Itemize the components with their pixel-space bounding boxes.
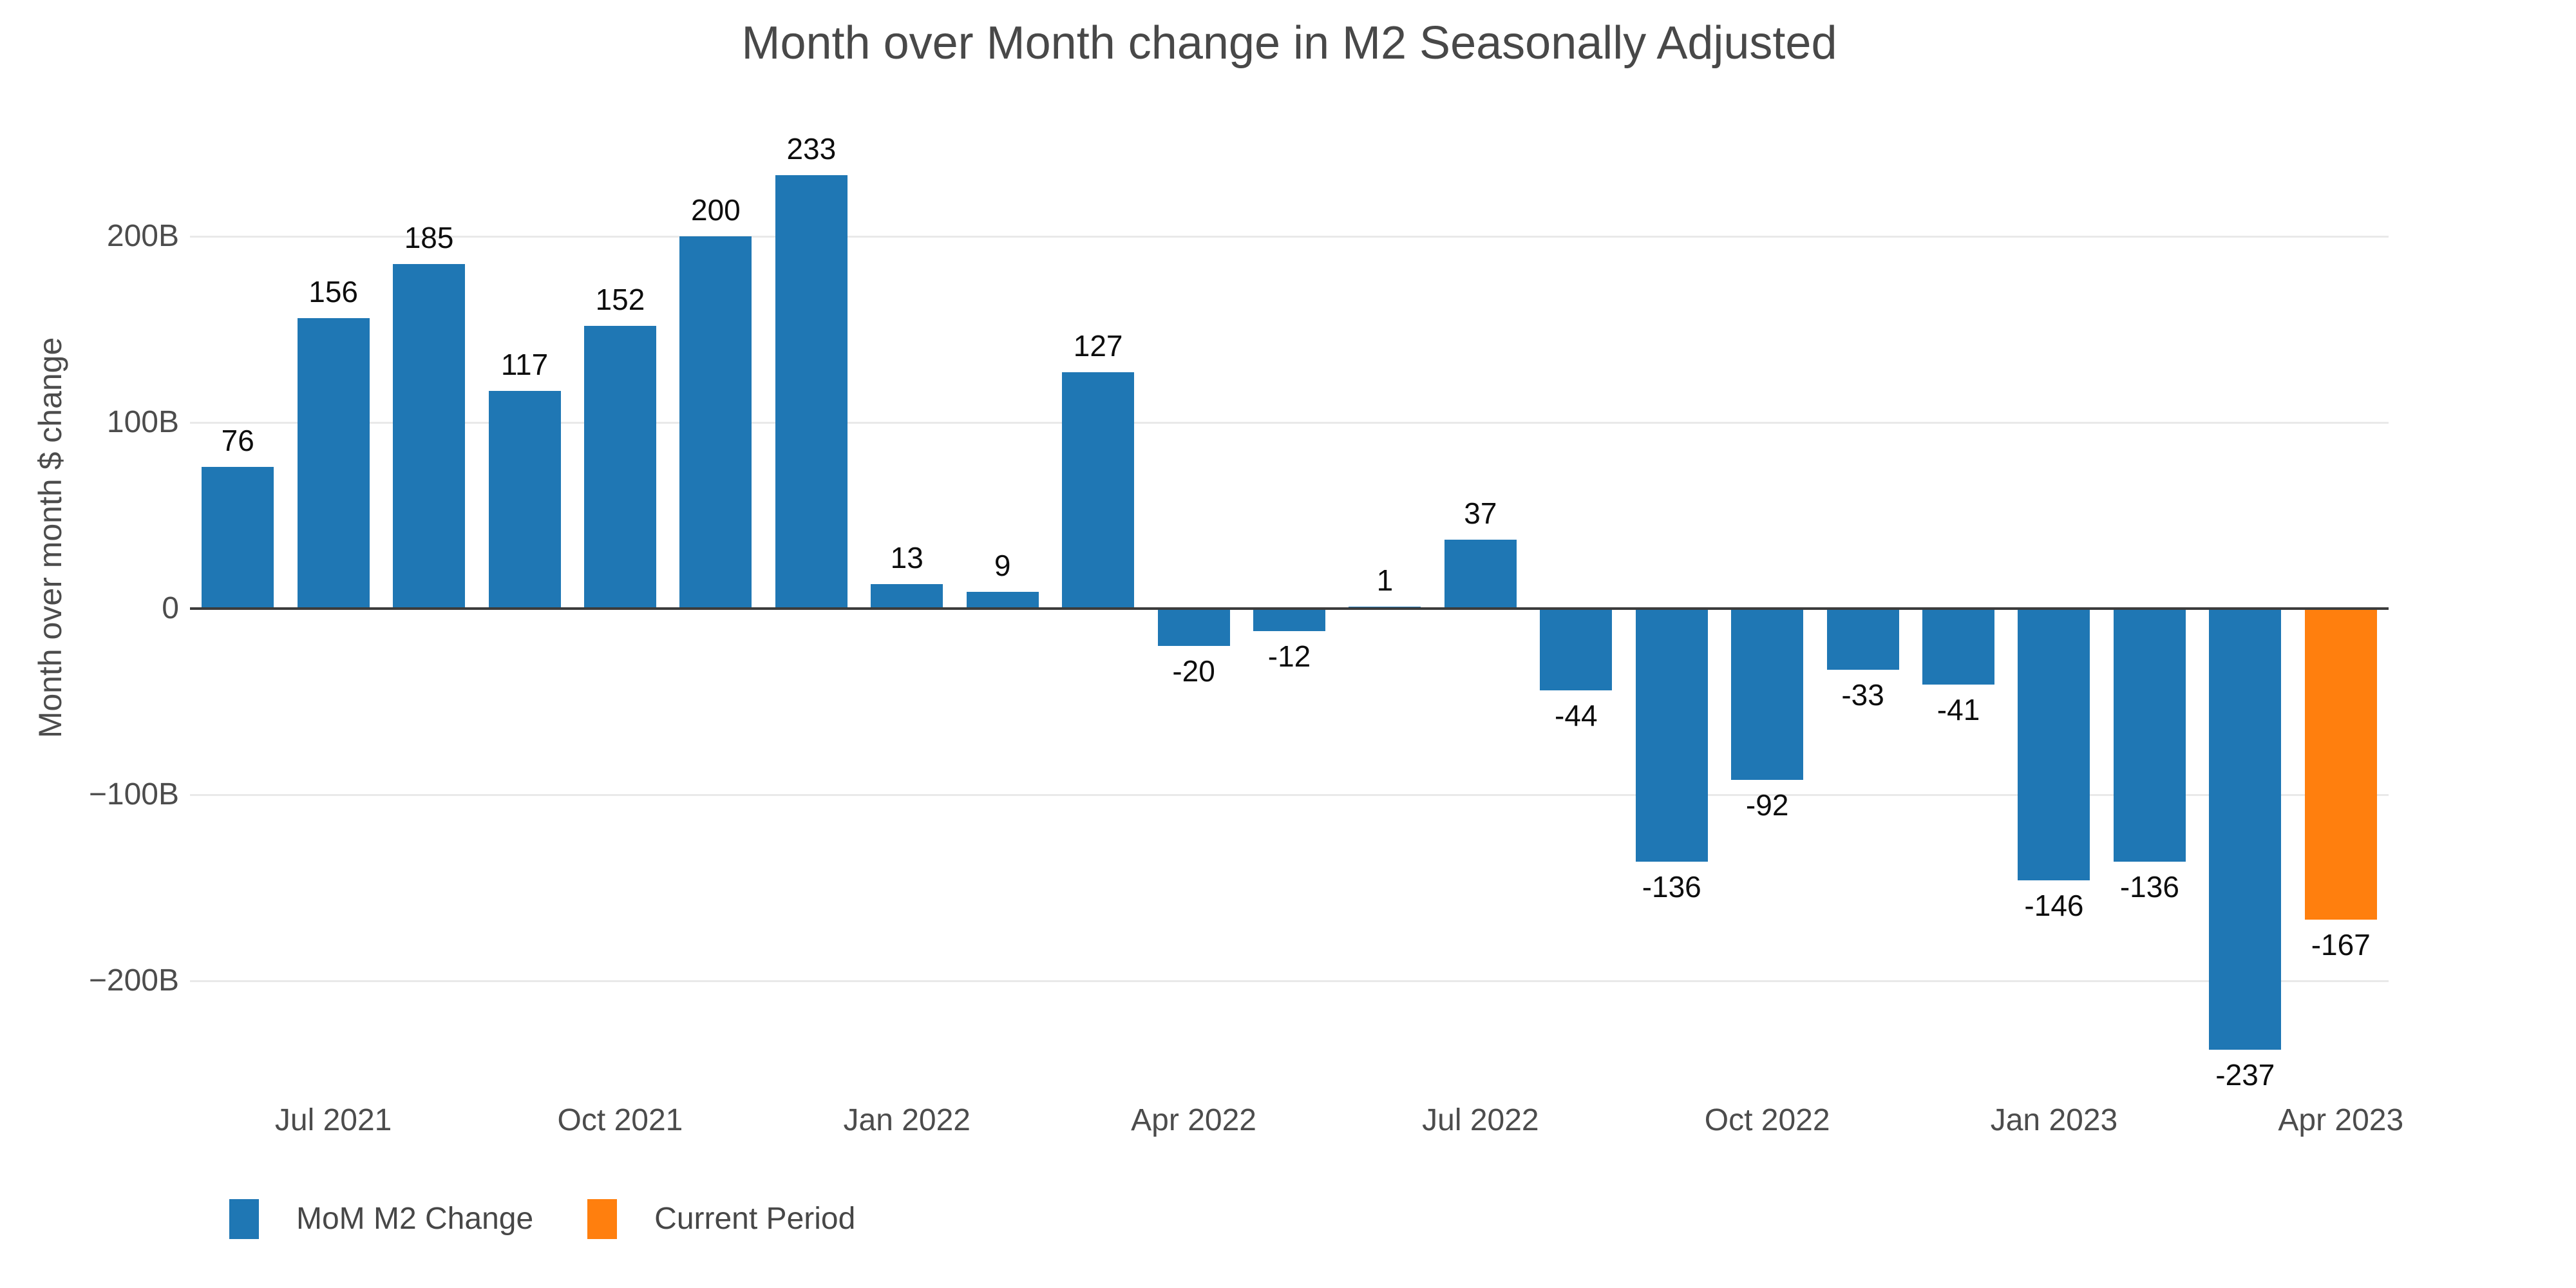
x-tick-label: Jan 2022 xyxy=(843,1103,971,1137)
bar-value-label: -33 xyxy=(1841,678,1884,712)
gridline xyxy=(190,235,2389,238)
legend-swatch-current-period-icon xyxy=(587,1199,618,1239)
bar-value-label: 233 xyxy=(786,131,837,166)
y-tick-label: 200B xyxy=(106,219,179,253)
bar-sep-2021[interactable] xyxy=(488,390,561,609)
gridline xyxy=(190,421,2389,424)
chart-title: Month over Month change in M2 Seasonally… xyxy=(741,17,1837,69)
legend-label-mom-m2-change: MoM M2 Change xyxy=(296,1202,534,1236)
bar-dec-2022[interactable] xyxy=(1922,609,1995,685)
legend-swatch-mom-m2-change-icon xyxy=(229,1199,259,1239)
legend-item-current-period[interactable]: Current Period xyxy=(587,1199,855,1239)
y-tick-label: −200B xyxy=(88,963,179,998)
x-tick-label: Jul 2022 xyxy=(1422,1103,1539,1137)
bar-value-label: -20 xyxy=(1172,654,1215,688)
bar-value-label: -237 xyxy=(2215,1057,2275,1092)
bar-jul-2022[interactable] xyxy=(1444,540,1517,609)
bar-value-label: -41 xyxy=(1937,693,1980,727)
bar-nov-2021[interactable] xyxy=(679,236,752,609)
legend: MoM M2 Change Current Period xyxy=(229,1199,855,1239)
bar-dec-2021[interactable] xyxy=(775,175,848,609)
y-tick-label: −100B xyxy=(88,777,179,811)
bar-value-label: -167 xyxy=(2311,927,2371,961)
bar-oct-2021[interactable] xyxy=(583,325,656,609)
bar-value-label: -12 xyxy=(1267,639,1311,673)
x-tick-label: Oct 2021 xyxy=(557,1103,683,1137)
bar-value-label: -92 xyxy=(1745,788,1789,822)
bar-jan-2022[interactable] xyxy=(871,584,943,609)
bar-value-label: -136 xyxy=(1642,870,1701,904)
legend-item-mom-m2-change[interactable]: MoM M2 Change xyxy=(229,1199,533,1239)
bar-value-label: 117 xyxy=(500,347,549,381)
bar-value-label: 127 xyxy=(1073,328,1123,363)
gridline xyxy=(190,793,2389,796)
bar-value-label: 1 xyxy=(1376,564,1394,597)
bar-value-label: 185 xyxy=(404,221,454,255)
legend-label-current-period: Current Period xyxy=(654,1202,856,1236)
x-tick-label: Apr 2023 xyxy=(2278,1103,2404,1137)
gridline xyxy=(190,980,2389,982)
x-tick-label: Jan 2023 xyxy=(1990,1103,2118,1137)
bar-value-label: 152 xyxy=(595,282,645,316)
bar-feb-2022[interactable] xyxy=(966,591,1039,609)
bar-jun-2021[interactable] xyxy=(202,467,274,609)
bar-value-label: 37 xyxy=(1464,497,1497,531)
x-tick-label: Apr 2022 xyxy=(1131,1103,1256,1137)
bar-nov-2022[interactable] xyxy=(1826,609,1899,670)
bar-mar-2022[interactable] xyxy=(1062,372,1135,609)
bar-apr-2023[interactable] xyxy=(2304,609,2377,920)
bar-value-label: -146 xyxy=(2024,888,2084,922)
bar-value-label: 76 xyxy=(221,424,254,458)
bar-aug-2022[interactable] xyxy=(1540,609,1613,691)
bar-jan-2023[interactable] xyxy=(2018,609,2090,880)
bar-mar-2023[interactable] xyxy=(2209,609,2282,1050)
bar-may-2022[interactable] xyxy=(1253,609,1325,631)
bar-value-label: -136 xyxy=(2119,870,2179,904)
bar-apr-2022[interactable] xyxy=(1157,609,1230,646)
bar-aug-2021[interactable] xyxy=(393,264,466,609)
x-tick-label: Jul 2021 xyxy=(274,1103,392,1137)
y-tick-label: 100B xyxy=(106,405,179,439)
bar-jul-2021[interactable] xyxy=(297,318,370,609)
bar-feb-2023[interactable] xyxy=(2113,609,2186,862)
bar-value-label: 13 xyxy=(890,541,923,575)
bar-value-label: -44 xyxy=(1555,699,1598,733)
bar-value-label: 200 xyxy=(691,193,741,227)
bar-value-label: 9 xyxy=(994,548,1011,582)
bar-sep-2022[interactable] xyxy=(1635,609,1708,862)
x-tick-label: Oct 2022 xyxy=(1704,1103,1830,1137)
y-tick-label: 0 xyxy=(162,591,179,625)
bar-oct-2022[interactable] xyxy=(1731,609,1804,780)
bar-value-label: 156 xyxy=(308,275,359,309)
x-axis-zero-line xyxy=(190,607,2389,610)
